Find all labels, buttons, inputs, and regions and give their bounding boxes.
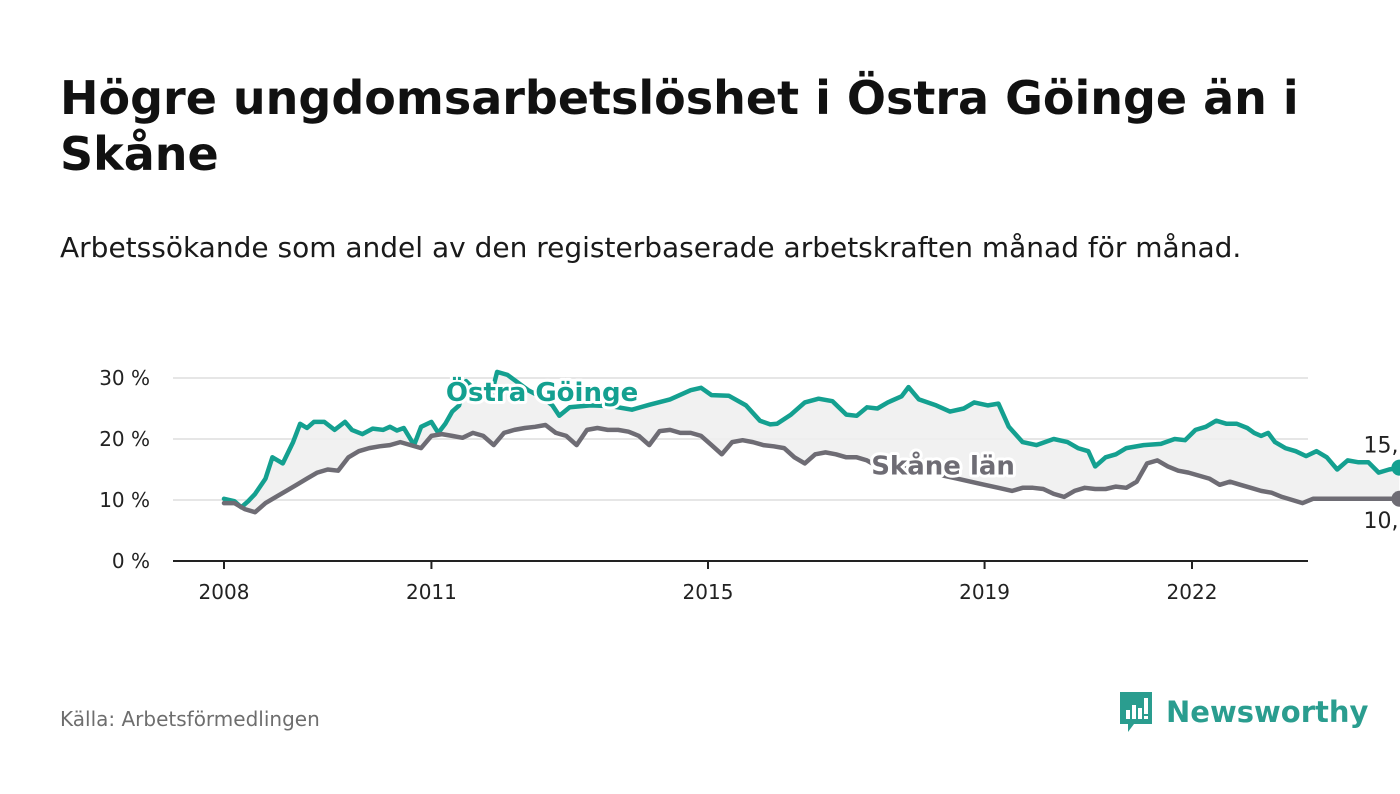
chart-subtitle: Arbetssökande som andel av den registerb… xyxy=(60,231,1242,264)
series-labels: Östra Göinge Skåne län 15,3 % 10,2 % xyxy=(443,372,1400,534)
x-tick-label: 2022 xyxy=(1167,580,1218,604)
y-tick-label: 30 % xyxy=(99,366,150,390)
end-value-label-skane-lan: 10,2 % xyxy=(1364,509,1400,534)
series-line-skane-lan xyxy=(221,422,1400,515)
series-label-ostra-goinge: Östra Göinge xyxy=(446,375,638,408)
end-point-ostra-goinge xyxy=(1391,459,1400,476)
band-area xyxy=(224,371,1400,513)
chart-title: Högre ungdomsarbetslöshet i Östra Göinge… xyxy=(60,71,1299,181)
x-tick-label: 2011 xyxy=(406,580,457,604)
bar-chart-speech-bubble-icon xyxy=(1120,692,1152,732)
end-point-skane-lan xyxy=(1391,490,1400,507)
x-tick-label: 2015 xyxy=(683,580,734,604)
source-note: Källa: Arbetsförmedlingen xyxy=(60,707,320,731)
brand-name: Newsworthy xyxy=(1166,695,1369,729)
series-lines xyxy=(221,369,1400,515)
line-chart: 0 % 10 % 20 % 30 % 2008 2011 2015 2019 2022 Östr… xyxy=(99,366,1400,604)
x-tick-label: 2008 xyxy=(199,580,250,604)
y-tick-label: 0 % xyxy=(112,549,150,573)
x-tick-label: 2019 xyxy=(959,580,1010,604)
axes: 0 % 10 % 20 % 30 % 2008 2011 2015 2019 2022 xyxy=(99,366,1308,604)
series-line-ostra-goinge xyxy=(221,369,1400,510)
brand-logo[interactable]: Newsworthy xyxy=(1118,690,1368,734)
y-tick-label: 20 % xyxy=(99,427,150,451)
y-tick-label: 10 % xyxy=(99,488,150,512)
difference-band xyxy=(224,371,1400,513)
series-label-skane-lan: Skåne län xyxy=(871,449,1015,481)
end-value-label-ostra-goinge: 15,3 % xyxy=(1364,434,1400,459)
